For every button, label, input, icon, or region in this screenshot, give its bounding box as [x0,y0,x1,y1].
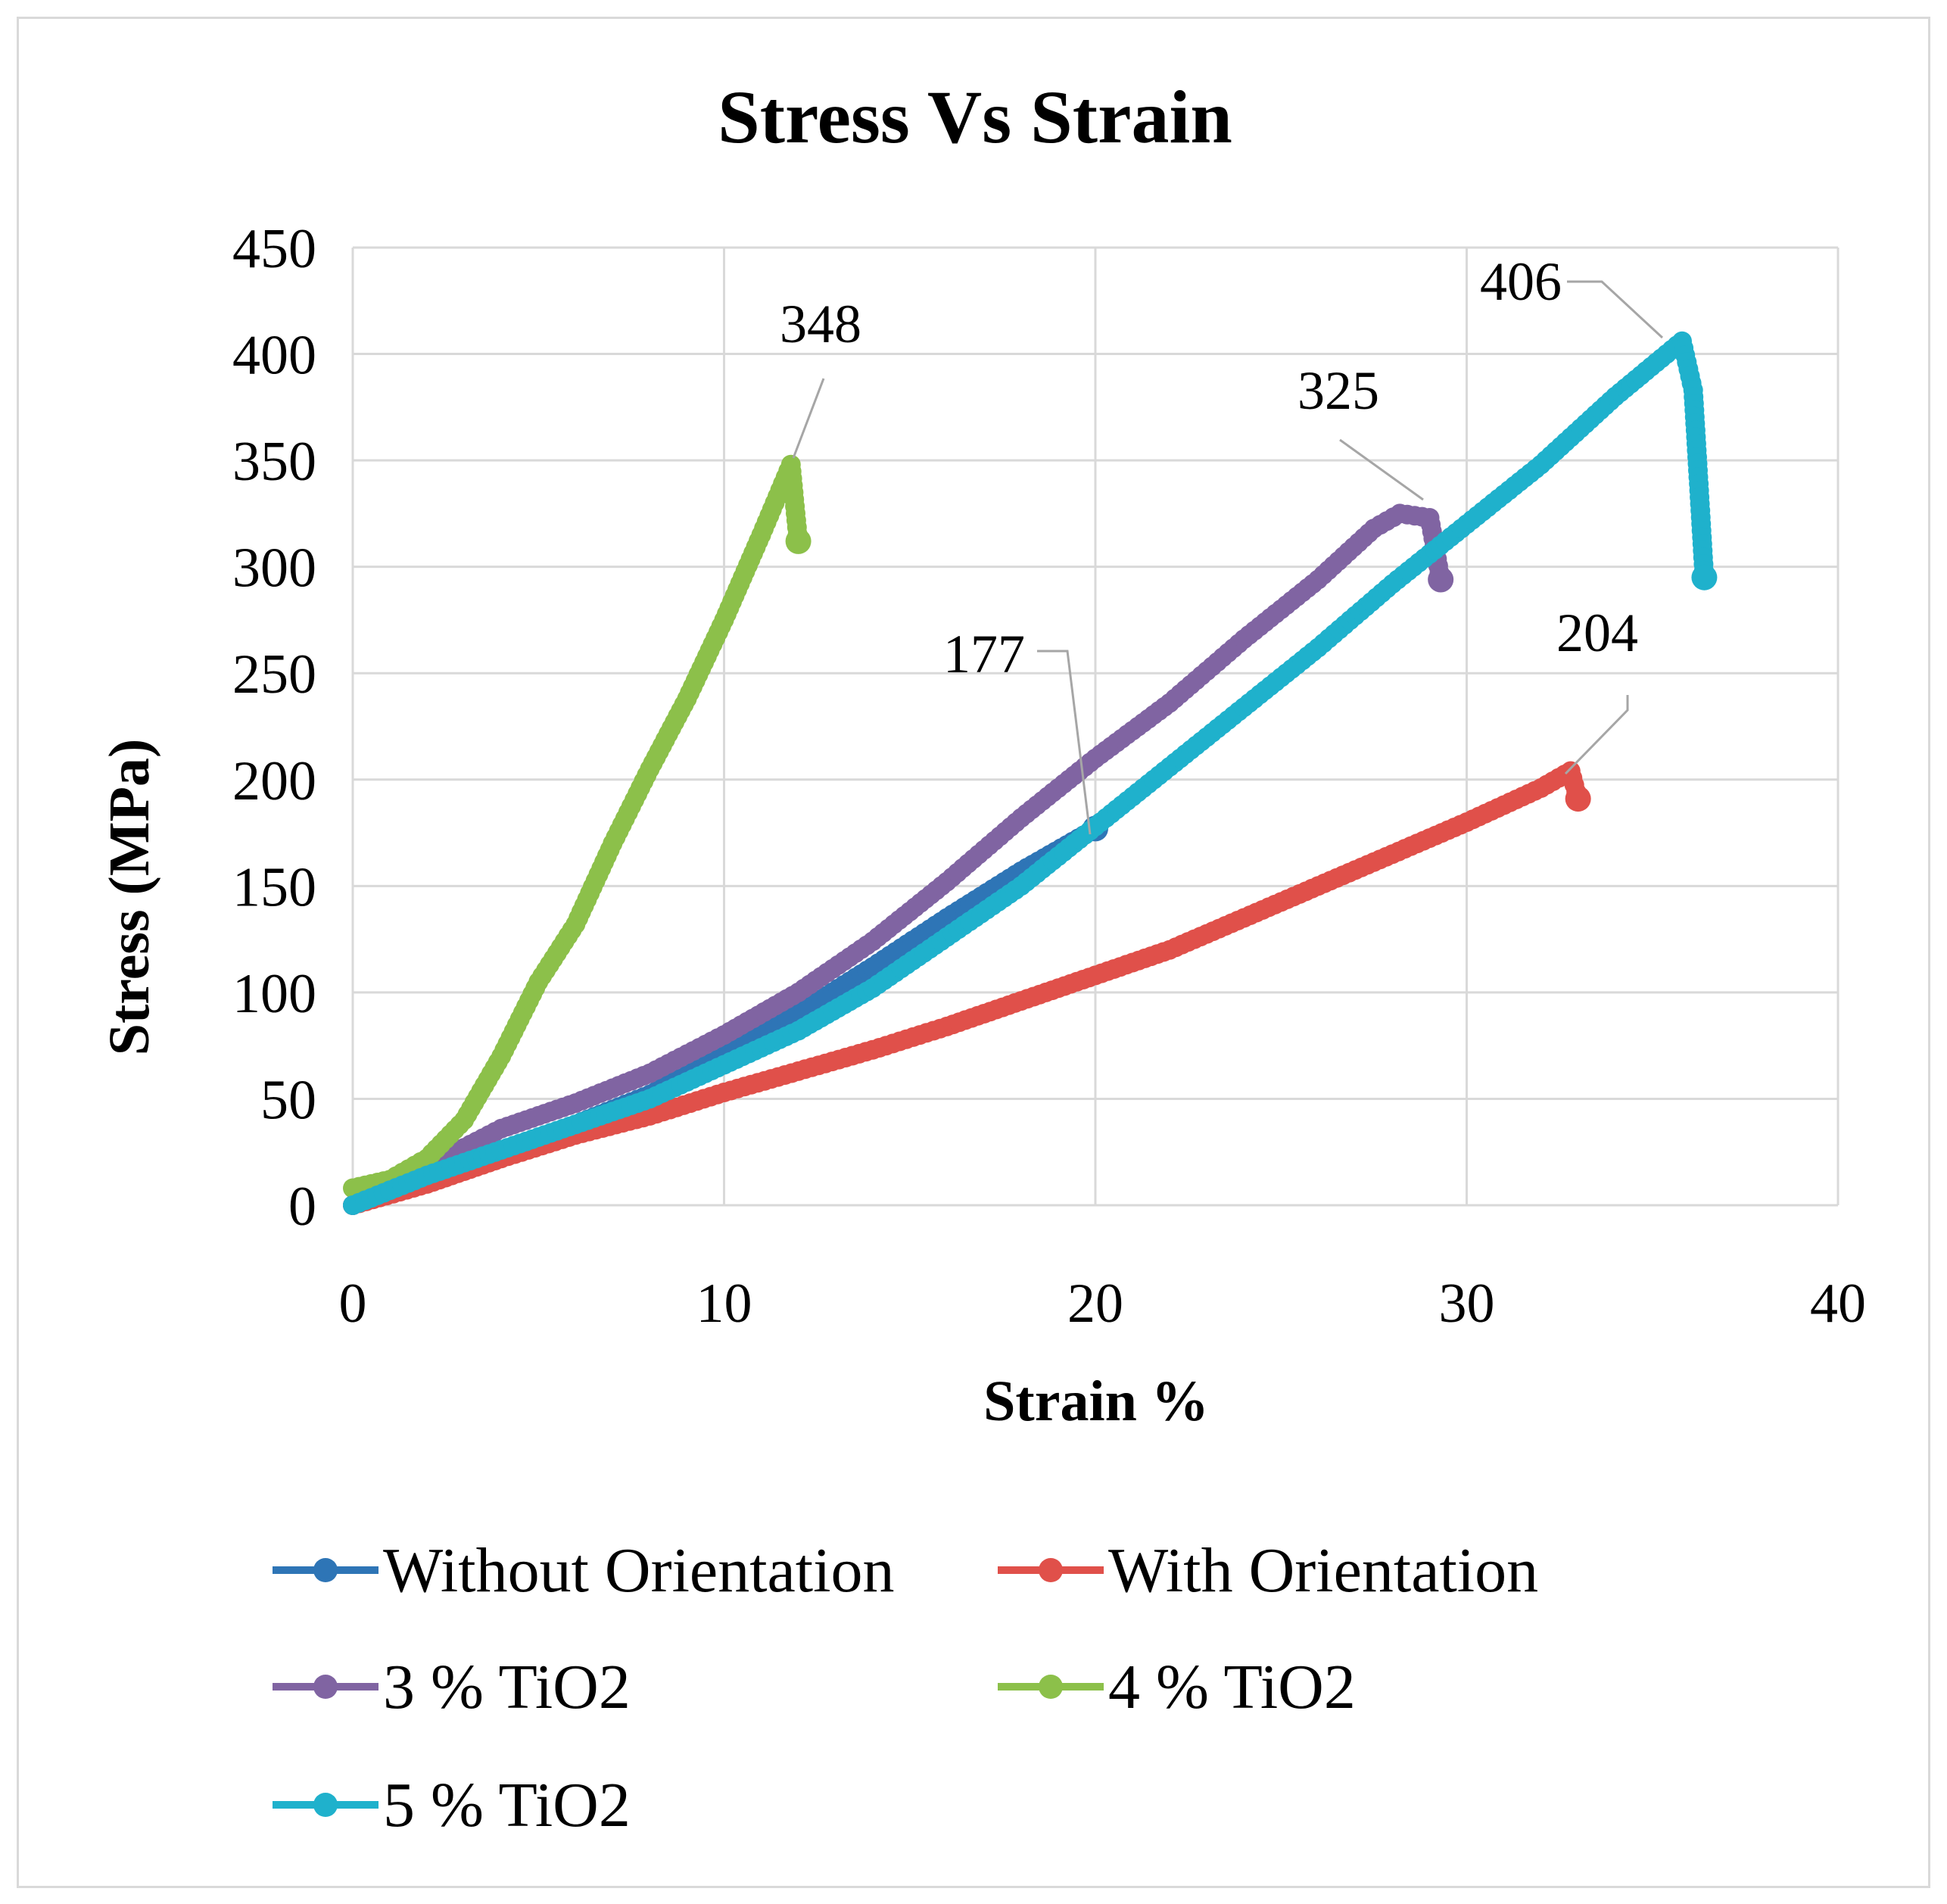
legend-marker [1039,1675,1063,1699]
series-4 [343,331,1718,1215]
legend-item: 4 % TiO2 [998,1652,1356,1722]
leader-line [1037,650,1092,835]
x-tick-labels: 0 10 20 30 40 [339,1273,1867,1335]
legend: Without Orientation With Orientation 3 % T… [273,1535,1538,1840]
series-end-point [1565,786,1591,812]
peak-value-label: 348 [780,294,861,354]
leader-line [1564,695,1629,775]
peak-value-label: 204 [1556,603,1638,663]
y-tick-label: 150 [232,856,316,918]
legend-marker [313,1793,338,1817]
y-tick-label: 300 [232,538,316,600]
legend-label: 5 % TiO2 [383,1770,631,1840]
y-tick-label: 450 [232,218,316,280]
y-tick-label: 0 [288,1176,316,1238]
legend-label: 4 % TiO2 [1108,1652,1356,1722]
legend-item: With Orientation [998,1535,1538,1606]
y-tick-label: 200 [232,750,316,812]
peak-value-label: 177 [943,624,1025,684]
x-tick-label: 10 [696,1273,752,1335]
y-tick-label: 50 [260,1069,316,1131]
legend-item: 5 % TiO2 [273,1770,631,1840]
x-tick-label: 30 [1439,1273,1495,1335]
legend-label: Without Orientation [383,1535,895,1606]
series-2 [343,503,1454,1215]
peak-value-label: 325 [1297,360,1379,421]
leader-line [1339,438,1424,501]
legend-label: 3 % TiO2 [383,1652,631,1722]
legend-item: 3 % TiO2 [273,1652,631,1722]
x-tick-label: 40 [1810,1273,1866,1335]
data-labels: 177 204 325 348 406 [780,251,1664,835]
series-end-point [1428,566,1454,593]
leader-line [1567,280,1664,339]
peak-value-label: 406 [1480,251,1562,312]
series-3 [343,454,812,1198]
x-tick-label: 20 [1067,1273,1123,1335]
chart-title: Stress Vs Strain [718,75,1232,159]
y-tick-label: 250 [232,643,316,706]
series-line [351,460,802,1192]
series-end-point [785,528,812,554]
y-tick-label: 400 [232,325,316,387]
legend-item: Without Orientation [273,1535,895,1606]
x-axis-title: Strain % [983,1370,1209,1433]
y-axis-title: Stress (MPa) [98,739,161,1056]
legend-marker [1039,1558,1063,1582]
y-tick-label: 350 [232,431,316,493]
y-tick-label: 100 [232,963,316,1025]
series-end-point [1691,564,1718,591]
x-tick-label: 0 [339,1273,367,1335]
legend-marker [313,1675,338,1699]
series-line [351,337,1709,1209]
series-layer [343,331,1718,1215]
leader-line [792,378,825,459]
legend-marker [313,1558,338,1582]
y-tick-labels: 0 50 100 150 200 250 300 350 400 450 [232,218,316,1238]
legend-label: With Orientation [1108,1535,1538,1606]
